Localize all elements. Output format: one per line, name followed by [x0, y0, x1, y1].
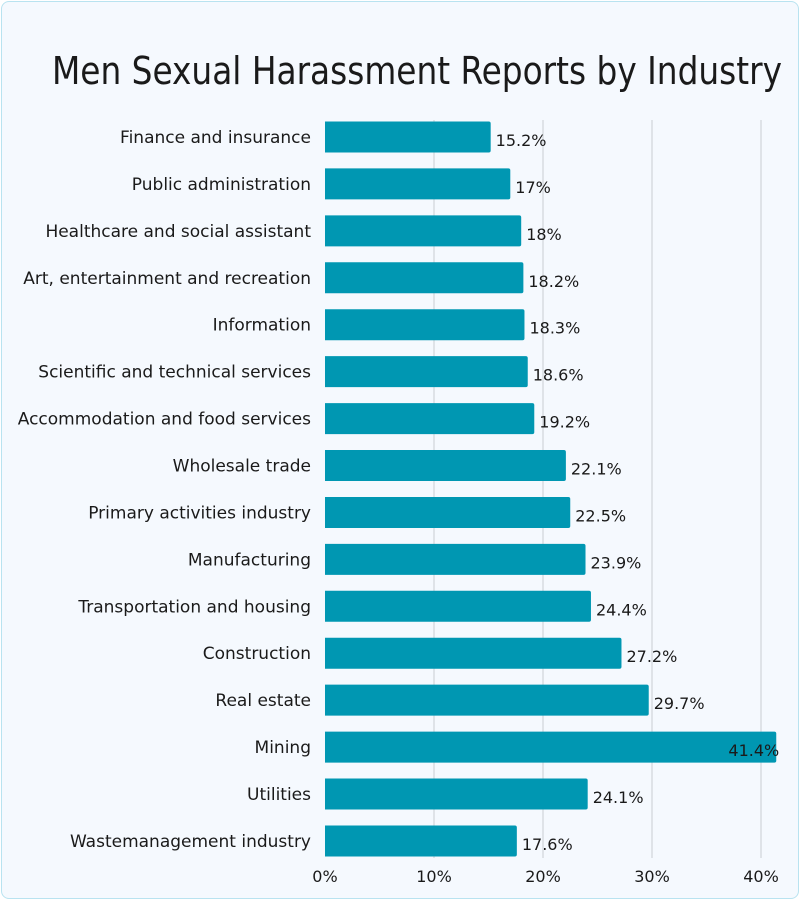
category-label: Accommodation and food services — [18, 410, 311, 430]
value-label: 17% — [515, 178, 551, 197]
value-label: 18.6% — [533, 366, 584, 385]
bar — [325, 168, 511, 200]
value-label: 22.5% — [575, 506, 626, 525]
value-label: 24.1% — [593, 788, 644, 807]
category-label: Manufacturing — [188, 550, 311, 570]
bar — [325, 356, 528, 388]
category-label: Scientific and technical services — [38, 363, 311, 383]
category-label: Mining — [255, 738, 311, 758]
bar — [325, 262, 524, 294]
value-label: 15.2% — [496, 131, 547, 150]
value-label: 29.7% — [654, 694, 705, 713]
value-label: 22.1% — [571, 460, 622, 479]
bar — [324, 590, 591, 622]
category-label: Information — [213, 316, 311, 336]
bar — [325, 450, 566, 482]
value-label: 27.2% — [626, 647, 677, 666]
category-label: Finance and insurance — [120, 128, 311, 148]
bar — [324, 309, 525, 341]
category-label: Real estate — [215, 691, 311, 711]
category-label: Wholesale trade — [173, 457, 311, 477]
value-label: 18% — [526, 225, 562, 244]
value-label: 17.6% — [522, 835, 573, 854]
bar — [325, 215, 522, 247]
category-label: Art, entertainment and recreation — [23, 269, 311, 289]
x-tick-label: 0% — [312, 867, 337, 886]
bar — [324, 684, 649, 716]
bar — [325, 121, 491, 153]
category-label: Utilities — [247, 785, 311, 805]
category-label: Healthcare and social assistant — [45, 222, 311, 242]
category-label: Primary activities industry — [88, 503, 311, 523]
bar — [325, 403, 535, 435]
value-label: 18.3% — [529, 319, 580, 338]
category-label: Construction — [203, 644, 311, 664]
bar — [325, 731, 777, 763]
category-label: Wastemanagement industry — [70, 832, 311, 852]
value-label: 23.9% — [591, 553, 642, 572]
bar — [325, 778, 588, 810]
value-label: 41.4% — [728, 741, 779, 760]
bar — [324, 637, 622, 669]
value-label: 18.2% — [528, 272, 579, 291]
value-label: 24.4% — [596, 600, 647, 619]
bar — [324, 825, 517, 857]
category-label: Transportation and housing — [77, 597, 311, 617]
x-tick-label: 10% — [416, 867, 452, 886]
x-tick-label: 30% — [634, 867, 670, 886]
bar — [325, 496, 571, 528]
value-label: 19.2% — [539, 413, 590, 432]
bar — [325, 543, 586, 575]
x-tick-label: 40% — [743, 867, 779, 886]
category-label: Public administration — [132, 175, 311, 195]
x-tick-label: 20% — [525, 867, 561, 886]
chart-title: Men Sexual Harassment Reports by Industr… — [52, 49, 782, 93]
